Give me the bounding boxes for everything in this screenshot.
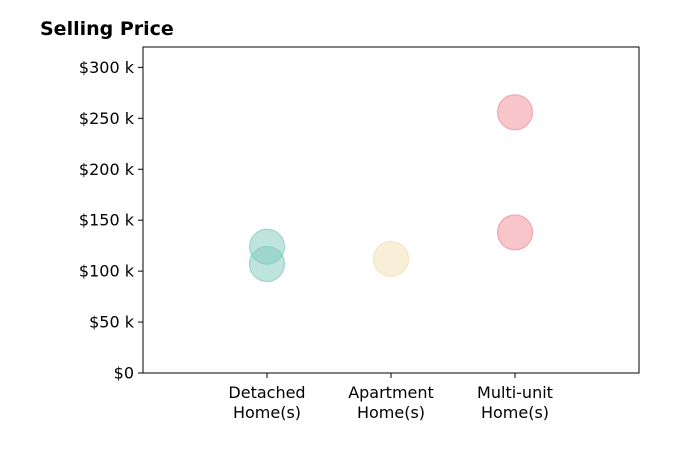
x-axis: Detached Home(s) Apartment Home(s) Multi-uni… [228,373,553,422]
y-tick-label: $50 k [89,313,135,332]
scatter-point [497,94,533,131]
y-tick-label: $150 k [79,211,135,230]
x-tick-label: Multi-unit Home(s) [477,383,553,422]
y-axis: $0 $50 k $100 k $150 k $200 k $250 k $300 k [79,58,143,383]
x-tick-label: Apartment Home(s) [348,383,434,422]
y-tick-label: $200 k [79,160,135,179]
y-tick-label: $300 k [79,58,135,77]
y-tick-label: $0 [114,364,134,383]
scatter-point [497,214,533,251]
data-points [249,94,533,282]
scatter-point [249,245,285,282]
y-tick-label: $100 k [79,262,135,281]
chart-title: Selling Price [40,18,174,40]
plot-frame [142,46,640,374]
x-tick-label: Detached Home(s) [228,383,305,422]
scatter-point [373,240,409,277]
y-tick-label: $250 k [79,109,135,128]
